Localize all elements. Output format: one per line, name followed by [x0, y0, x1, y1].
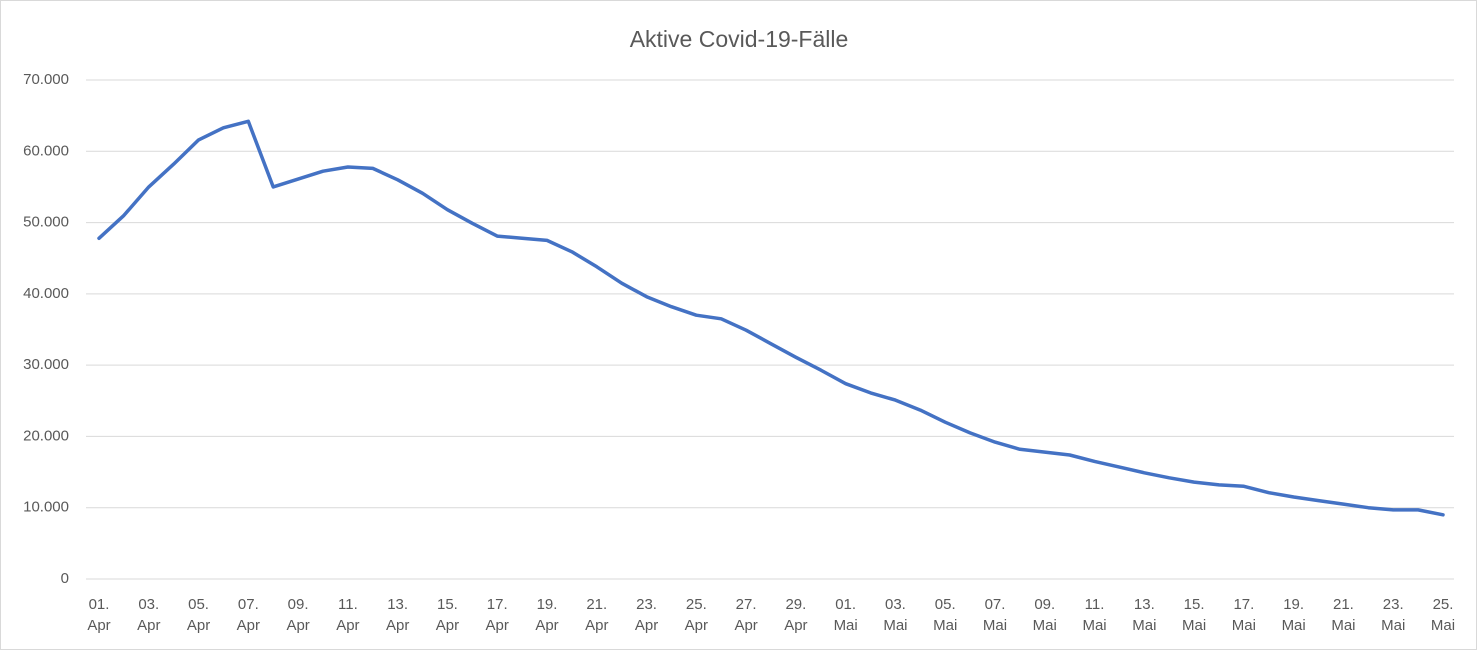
x-tick-label: 19. Apr — [535, 596, 559, 634]
x-tick-label: 19. Mai — [1281, 596, 1306, 634]
x-tick-label: 23. Apr — [634, 596, 659, 634]
x-tick-label: 11. Apr — [336, 596, 360, 634]
x-tick-label: 05. Apr — [186, 596, 211, 634]
x-tick-label: 21. Apr — [585, 596, 609, 634]
y-tick-label: 50.000 — [23, 214, 69, 231]
chart-title: Aktive Covid-19-Fälle — [630, 26, 849, 52]
y-tick-label: 60.000 — [23, 142, 69, 159]
x-tick-label: 01. Mai — [833, 596, 858, 634]
x-tick-label: 03. Apr — [137, 596, 161, 634]
x-tick-label: 01. Apr — [87, 596, 111, 634]
x-tick-label: 17. Apr — [485, 596, 509, 634]
y-tick-label: 20.000 — [23, 427, 69, 444]
x-tick-label: 27. Apr — [734, 596, 758, 634]
x-tick-label: 07. Apr — [236, 596, 260, 634]
x-tick-label: 13. Mai — [1132, 596, 1157, 634]
x-tick-label: 05. Mai — [933, 596, 958, 634]
x-tick-label: 29. Apr — [784, 596, 808, 634]
x-tick-label: 15. Apr — [435, 596, 460, 634]
x-tick-label: 13. Apr — [385, 596, 410, 634]
x-tick-label: 09. Apr — [286, 596, 310, 634]
y-tick-label: 30.000 — [23, 356, 69, 373]
x-tick-label: 17. Mai — [1231, 596, 1256, 634]
y-tick-label: 10.000 — [23, 499, 69, 516]
x-tick-label: 23. Mai — [1381, 596, 1406, 634]
x-tick-label: 09. Mai — [1032, 596, 1057, 634]
y-tick-label: 40.000 — [23, 285, 69, 302]
x-tick-label: 07. Mai — [982, 596, 1008, 634]
y-tick-label: 0 — [61, 570, 69, 587]
x-tick-label: 11. Mai — [1082, 596, 1107, 634]
x-tick-label: 03. Mai — [883, 596, 908, 634]
data-line — [97, 119, 1445, 517]
y-tick-label: 70.000 — [23, 71, 69, 88]
x-tick-label: 25. Mai — [1430, 596, 1456, 634]
x-tick-label: 15. Mai — [1182, 596, 1207, 634]
x-tick-label: 21. Mai — [1331, 596, 1356, 634]
x-tick-label: 25. Apr — [684, 596, 708, 634]
